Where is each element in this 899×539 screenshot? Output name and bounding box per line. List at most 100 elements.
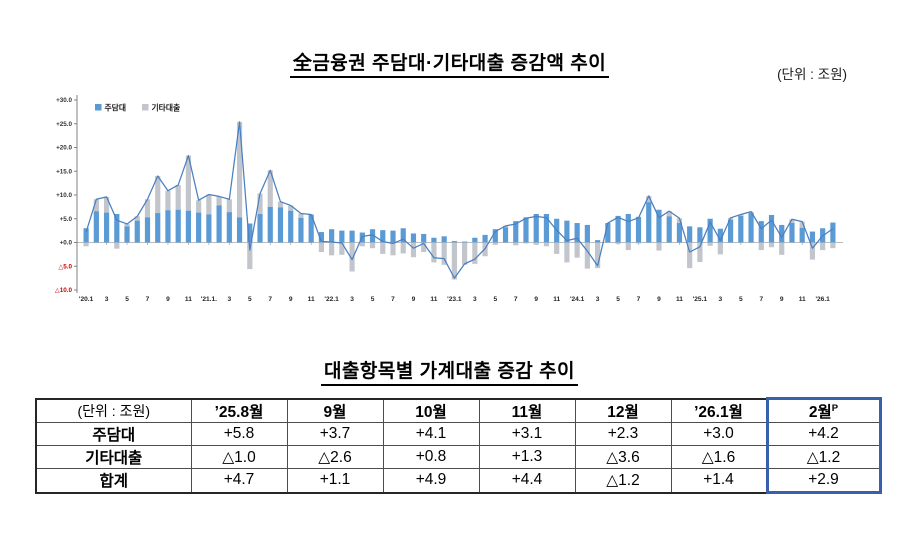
table-value-cell: +4.1 — [382, 422, 480, 446]
table-value-cell: △1.2 — [574, 468, 672, 493]
mortgage-bar — [185, 210, 192, 243]
other-loan-bar — [707, 242, 713, 246]
mortgage-bar — [206, 214, 212, 243]
row-label: 주담대 — [35, 422, 192, 446]
other-loan-bar — [615, 242, 621, 244]
mortgage-bar — [809, 231, 816, 243]
mortgage-bar — [103, 212, 110, 243]
table-header-row: (단위 : 조원) ’25.8월 9월 10월 11월 12월 ’26.1월 2월P — [35, 397, 882, 423]
other-loan-bar — [533, 242, 539, 245]
mortgage-bar — [298, 217, 304, 243]
other-loan-bar — [134, 216, 140, 221]
x-tick-label: 9 — [412, 296, 416, 303]
mortgage-bar — [369, 229, 376, 243]
other-loan-bar — [451, 242, 457, 280]
other-loan-bar — [247, 242, 253, 270]
mortgage-bar — [165, 210, 171, 243]
mortgage-bar — [779, 224, 785, 243]
other-loan-bar — [462, 242, 468, 265]
table-value-cell: +1.4 — [670, 468, 768, 493]
other-loan-bar — [830, 242, 836, 249]
mortgage-bar — [451, 241, 457, 243]
other-loan-bar — [768, 242, 775, 248]
x-tick-label: 3 — [105, 296, 109, 303]
other-loan-bar — [635, 242, 642, 244]
x-tick-label: 5 — [248, 296, 252, 303]
other-loan-bar — [697, 242, 703, 262]
other-loan-bar — [799, 221, 805, 228]
mortgage-bar — [676, 223, 683, 243]
other-loan-bar — [216, 196, 222, 206]
other-loan-bar — [687, 242, 693, 269]
x-tick-label: 7 — [146, 296, 150, 303]
mortgage-bar — [564, 220, 570, 243]
mortgage-bar — [625, 214, 631, 243]
other-loan-bar — [339, 242, 345, 255]
other-loan-bar — [676, 218, 683, 224]
x-tick-label: 11 — [430, 296, 437, 303]
x-tick-label: '22.1 — [324, 296, 339, 303]
mortgage-bar — [666, 216, 672, 243]
other-loan-bar — [472, 242, 478, 264]
mortgage-bar — [134, 220, 140, 243]
other-loan-bar — [206, 194, 212, 215]
y-tick-label: +20.0 — [56, 145, 72, 152]
x-tick-label: 9 — [780, 296, 784, 303]
x-tick-label: 7 — [514, 296, 518, 303]
mortgage-bar — [615, 215, 621, 243]
mortgage-bar — [400, 228, 406, 243]
other-loan-bar — [410, 242, 417, 258]
y-tick-label: +10.0 — [56, 192, 72, 199]
x-tick-label: 5 — [616, 296, 620, 303]
x-axis-labels: '20.1 3 5 7 9 11 '21.1. 3 5 7 9 11 '22.1 3 5 7 9 11 '23.1 3… — [79, 296, 830, 303]
other-loan-bar — [288, 205, 294, 211]
legend-label: 기타대출 — [152, 102, 181, 112]
mortgage-bar — [93, 211, 99, 243]
other-loan-bar — [584, 242, 590, 269]
mortgage-bar — [114, 214, 120, 243]
mortgage-bar — [349, 230, 355, 243]
mortgage-bar — [543, 214, 550, 243]
other-loan-bar — [83, 242, 89, 247]
other-loan-bar — [93, 199, 99, 212]
table-column-header: ’26.1월 — [670, 398, 768, 423]
table-column-header: ’25.8월 — [190, 398, 288, 423]
mortgage-bar — [656, 209, 662, 243]
table-value-cell: +4.2 — [765, 422, 882, 446]
mortgage-bar — [277, 207, 284, 243]
mortgage-bar — [124, 226, 130, 243]
mortgage-bars — [83, 202, 836, 243]
other-loan-bar — [646, 195, 652, 203]
table-value-cell: +1.1 — [286, 468, 384, 493]
other-loan-bar — [666, 211, 672, 217]
x-tick-label: 7 — [268, 296, 272, 303]
other-loan-bar — [155, 176, 161, 214]
mortgage-bar — [584, 224, 590, 243]
other-loan-bar — [196, 200, 202, 213]
x-tick-label: 11 — [185, 296, 192, 303]
mortgage-bar — [339, 230, 345, 243]
x-tick-label: '23.1 — [447, 296, 462, 303]
other-loan-bar — [809, 242, 816, 260]
legend-swatch-기타대출 — [142, 104, 149, 111]
total-line — [85, 121, 834, 279]
x-tick-label: '26.1 — [815, 296, 830, 303]
mortgage-bar — [329, 229, 335, 243]
other-loan-bar — [758, 242, 764, 251]
loan-trend-chart: +30.0 +25.0 +20.0 +15.0 +10.0 +5.0 +0.0 △5.0 △10… — [40, 90, 846, 310]
table-value-cell: +2.9 — [765, 468, 882, 494]
mortgage-bar — [247, 223, 253, 243]
other-loan-bar — [441, 242, 447, 265]
table-value-cell: +0.8 — [382, 445, 480, 469]
projection-superscript: P — [831, 402, 839, 414]
other-loan-bar — [257, 193, 263, 214]
x-tick-label: 11 — [799, 296, 806, 303]
table-value-cell: +3.1 — [478, 422, 576, 446]
x-tick-label: 5 — [371, 296, 375, 303]
table-row: 합계 +4.7 +1.1 +4.9 +4.4 △1.2 +1.4 +2.9 — [35, 468, 882, 494]
other-loan-bar — [492, 242, 498, 245]
table-column-header: 12월 — [574, 398, 672, 423]
mortgage-bar — [492, 229, 498, 243]
mortgage-bar — [308, 214, 314, 243]
loan-table: (단위 : 조원) ’25.8월 9월 10월 11월 12월 ’26.1월 2월P 주담대 +5… — [35, 397, 882, 494]
